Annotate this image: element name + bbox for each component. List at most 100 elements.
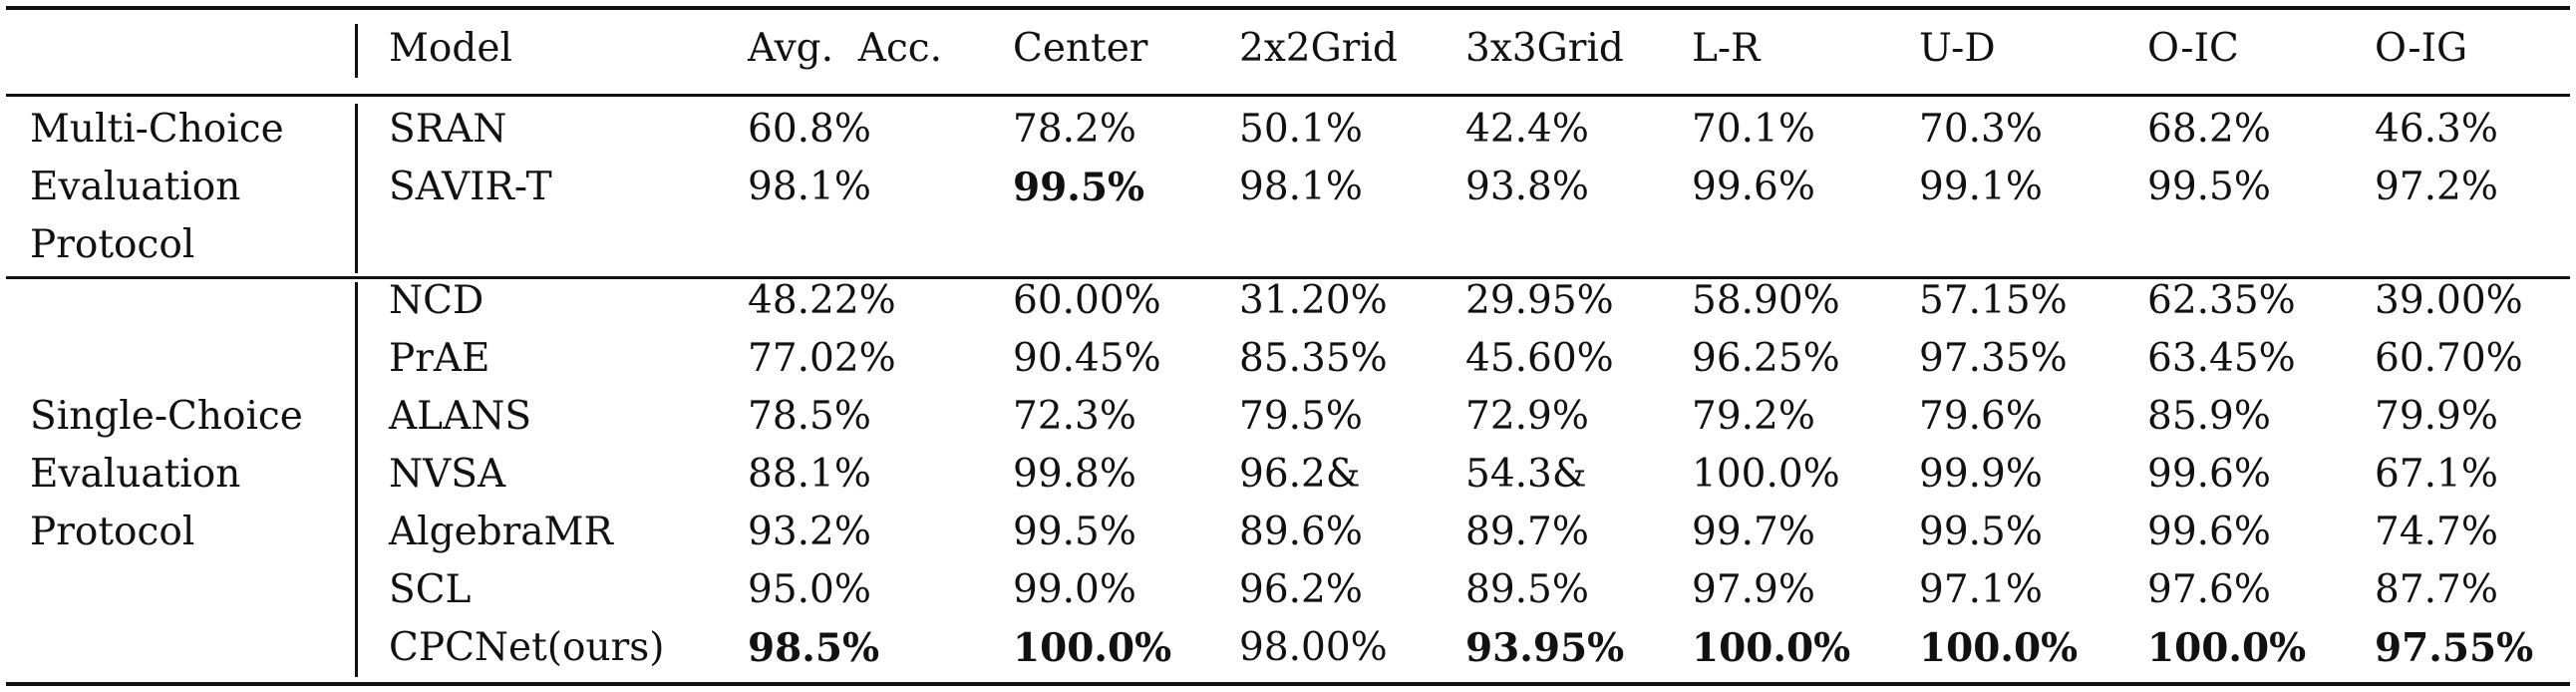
top-rule xyxy=(6,6,2570,10)
value-cell: 97.9% xyxy=(1692,567,1815,612)
value-cell: 97.2% xyxy=(2375,165,2498,209)
header-model: Model xyxy=(389,26,512,71)
value-cell: 54.3& xyxy=(1465,452,1587,497)
model-name-cell: SRAN xyxy=(389,107,507,152)
value-cell: 100.0% xyxy=(2147,625,2307,671)
value-cell: 99.5% xyxy=(1013,165,1145,210)
value-cell: 58.90% xyxy=(1692,278,1840,323)
group-label-line: Protocol xyxy=(30,222,195,267)
value-cell: 60.70% xyxy=(2375,336,2523,381)
value-cell: 100.0% xyxy=(1692,625,1851,671)
group-label-line: Evaluation xyxy=(30,165,241,209)
header-rule xyxy=(6,94,2570,97)
header-3x3grid: 3x3Grid xyxy=(1465,26,1624,71)
model-name-cell: SAVIR-T xyxy=(389,165,552,209)
model-name-cell: NVSA xyxy=(389,452,506,497)
value-cell: 42.4% xyxy=(1465,107,1589,152)
model-name-cell: NCD xyxy=(389,278,484,323)
value-cell: 45.60% xyxy=(1465,336,1614,381)
value-cell: 87.7% xyxy=(2375,567,2498,612)
value-cell: 31.20% xyxy=(1239,278,1388,323)
header-u-d: U-D xyxy=(1919,26,1996,71)
group-label-line: Protocol xyxy=(30,510,195,554)
value-cell: 99.6% xyxy=(2147,510,2271,554)
value-cell: 74.7% xyxy=(2375,510,2498,554)
value-cell: 60.00% xyxy=(1013,278,1161,323)
value-cell: 78.2% xyxy=(1013,107,1136,152)
header-column-divider xyxy=(355,24,358,78)
value-cell: 100.0% xyxy=(1013,625,1172,671)
value-cell: 99.9% xyxy=(1919,452,2043,497)
value-cell: 98.00% xyxy=(1239,625,1388,670)
value-cell: 70.1% xyxy=(1692,107,1815,152)
value-cell: 95.0% xyxy=(748,567,871,612)
value-cell: 93.95% xyxy=(1465,625,1625,671)
value-cell: 89.6% xyxy=(1239,510,1363,554)
value-cell: 97.6% xyxy=(2147,567,2271,612)
header-l-r: L-R xyxy=(1692,26,1761,71)
header-o-ic: O-IC xyxy=(2147,26,2239,71)
header-2x2grid: 2x2Grid xyxy=(1239,26,1398,71)
group-label-line: Single-Choice xyxy=(30,394,303,439)
value-cell: 93.2% xyxy=(748,510,871,554)
value-cell: 99.8% xyxy=(1013,452,1136,497)
value-cell: 79.2% xyxy=(1692,394,1815,439)
value-cell: 70.3% xyxy=(1919,107,2043,152)
value-cell: 68.2% xyxy=(2147,107,2271,152)
value-cell: 99.6% xyxy=(2147,452,2271,497)
value-cell: 99.5% xyxy=(2147,165,2271,209)
value-cell: 60.8% xyxy=(748,107,871,152)
value-cell: 79.5% xyxy=(1239,394,1363,439)
value-cell: 97.55% xyxy=(2375,625,2534,671)
value-cell: 99.7% xyxy=(1692,510,1815,554)
value-cell: 99.0% xyxy=(1013,567,1136,612)
value-cell: 88.1% xyxy=(748,452,871,497)
value-cell: 78.5% xyxy=(748,394,871,439)
value-cell: 96.2& xyxy=(1239,452,1361,497)
value-cell: 57.15% xyxy=(1919,278,2068,323)
value-cell: 48.22% xyxy=(748,278,896,323)
value-cell: 67.1% xyxy=(2375,452,2498,497)
value-cell: 100.0% xyxy=(1692,452,1840,497)
value-cell: 79.9% xyxy=(2375,394,2498,439)
group2-column-divider xyxy=(355,282,358,677)
value-cell: 85.35% xyxy=(1239,336,1388,381)
value-cell: 98.1% xyxy=(748,165,871,209)
value-cell: 98.1% xyxy=(1239,165,1363,209)
header-o-ig: O-IG xyxy=(2375,26,2468,71)
value-cell: 99.5% xyxy=(1013,510,1136,554)
value-cell: 79.6% xyxy=(1919,394,2043,439)
model-name-cell: CPCNet(ours) xyxy=(389,625,665,670)
group-label-line: Multi-Choice xyxy=(30,107,284,152)
value-cell: 99.1% xyxy=(1919,165,2043,209)
model-name-cell: ALANS xyxy=(389,394,532,439)
value-cell: 93.8% xyxy=(1465,165,1589,209)
value-cell: 29.95% xyxy=(1465,278,1614,323)
value-cell: 46.3% xyxy=(2375,107,2498,152)
value-cell: 97.35% xyxy=(1919,336,2068,381)
group-label-single-choice: Single-Choice Evaluation Protocol xyxy=(30,388,303,561)
value-cell: 39.00% xyxy=(2375,278,2523,323)
value-cell: 99.5% xyxy=(1919,510,2043,554)
header-avg-acc: Avg. Acc. xyxy=(748,26,943,71)
header-center: Center xyxy=(1013,26,1148,71)
value-cell: 77.02% xyxy=(748,336,896,381)
value-cell: 89.7% xyxy=(1465,510,1589,554)
model-name-cell: SCL xyxy=(389,567,472,612)
value-cell: 50.1% xyxy=(1239,107,1363,152)
model-name-cell: AlgebraMR xyxy=(389,510,613,554)
value-cell: 72.3% xyxy=(1013,394,1136,439)
group-separator-rule xyxy=(6,276,2570,279)
group1-column-divider xyxy=(355,104,358,273)
model-name-cell: PrAE xyxy=(389,336,490,381)
bottom-rule xyxy=(6,682,2570,686)
value-cell: 85.9% xyxy=(2147,394,2271,439)
value-cell: 62.35% xyxy=(2147,278,2296,323)
value-cell: 72.9% xyxy=(1465,394,1589,439)
value-cell: 96.2% xyxy=(1239,567,1363,612)
value-cell: 63.45% xyxy=(2147,336,2296,381)
value-cell: 97.1% xyxy=(1919,567,2043,612)
value-cell: 99.6% xyxy=(1692,165,1815,209)
group-label-multi-choice: Multi-Choice Evaluation Protocol xyxy=(30,101,284,274)
